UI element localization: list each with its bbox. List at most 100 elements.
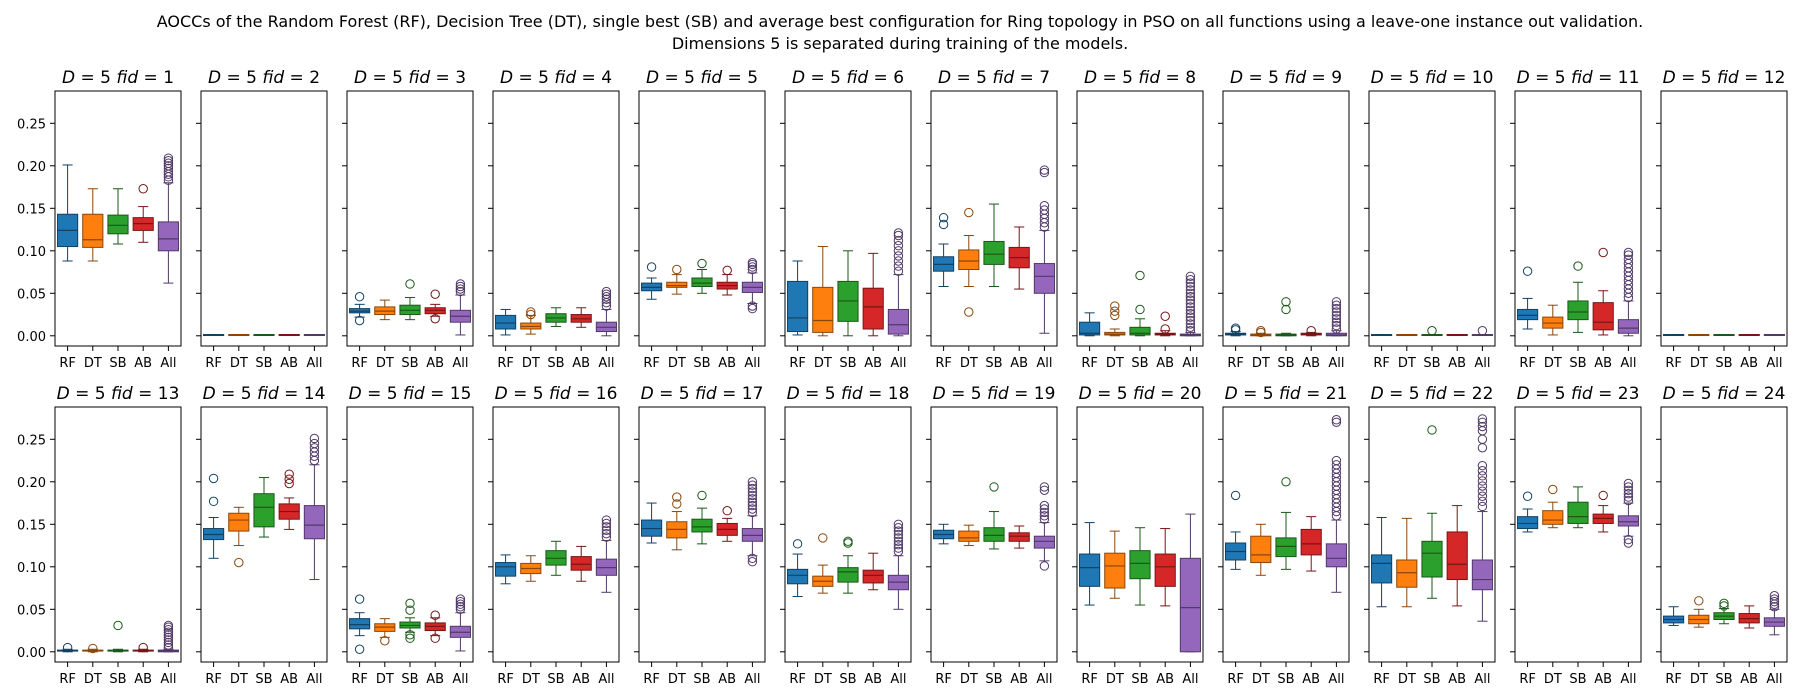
outlier-point — [62, 642, 73, 653]
outlier-point — [354, 315, 365, 326]
panel-frame — [346, 406, 474, 663]
outlier-point — [672, 492, 682, 502]
outlier-point — [747, 477, 758, 487]
box-iqr — [983, 527, 1005, 542]
x-tick-label: RF — [1373, 672, 1390, 687]
outlier-point — [405, 279, 415, 289]
box-AB — [424, 289, 446, 324]
outlier-point — [354, 292, 365, 302]
outlier-point — [893, 526, 904, 536]
x-tick-label: RF — [1373, 356, 1390, 371]
box-RF — [641, 502, 663, 544]
outlier-point — [1039, 485, 1050, 495]
outlier-point — [405, 633, 415, 643]
box-iqr — [1592, 302, 1614, 331]
outlier-point — [1185, 305, 1196, 315]
panel-fid-11: D = 5 fid = 11 RF DT SB AB All — [1510, 68, 1642, 371]
box-RF — [349, 292, 371, 326]
panel-title: D = 5 fid = 22 — [1371, 384, 1494, 404]
panel-frame — [930, 90, 1058, 347]
box-iqr — [1104, 552, 1126, 589]
panel-title-d: D — [1230, 68, 1243, 88]
box-RF — [1517, 266, 1539, 330]
x-tick-label: AB — [426, 356, 444, 371]
y-tick-label: 0.05 — [17, 287, 46, 302]
outlier-point — [1331, 303, 1342, 314]
outlier-point — [1598, 247, 1608, 258]
panel-title-d: D — [1371, 68, 1384, 88]
box-AB — [1300, 516, 1322, 572]
x-tick-label: AB — [1010, 672, 1028, 687]
panel-title-dval: = 5 — [216, 384, 257, 404]
outlier-point — [893, 546, 904, 557]
panel-title-fidval: = 24 — [1739, 384, 1786, 404]
box-SB — [691, 490, 713, 545]
outlier-point — [672, 499, 682, 509]
outlier-point — [1548, 484, 1558, 495]
x-tick-label: RF — [643, 672, 660, 687]
panel-fid-4: D = 5 fid = 4 RF DT SB AB All — [488, 68, 620, 371]
panel-title-dval: = 5 — [800, 384, 841, 404]
x-tick-label: DT — [376, 356, 394, 371]
box-iqr — [349, 618, 371, 630]
panel-title-fid: fid — [987, 384, 1009, 404]
panel-title-dval: = 5 — [1530, 384, 1571, 404]
panel-title-dval: = 5 — [946, 384, 987, 404]
x-tick-label: RF — [497, 356, 514, 371]
x-tick-label: SB — [401, 672, 418, 687]
outlier-point — [747, 264, 758, 275]
outlier-point — [601, 292, 612, 302]
outlier-point — [1477, 421, 1488, 432]
x-tick-label: SB — [1131, 672, 1148, 687]
panel-title-fidval: = 16 — [571, 384, 618, 404]
x-tick-label: DT — [1544, 356, 1562, 371]
outlier-point — [1623, 495, 1634, 506]
x-tick-label: DT — [960, 672, 978, 687]
outlier-point — [1623, 247, 1634, 258]
panel-title-dval: = 5 — [1384, 68, 1425, 88]
x-tick-label: DT — [230, 672, 248, 687]
x-tick-label: AB — [1448, 672, 1466, 687]
box-iqr — [1567, 501, 1589, 524]
panel-title-d: D — [208, 68, 221, 88]
panel-title-fid: fid — [1717, 68, 1739, 88]
x-tick-label: SB — [1277, 672, 1294, 687]
x-tick-label: DT — [960, 356, 978, 371]
outlier-point — [163, 156, 174, 166]
box-SB — [399, 598, 421, 643]
panel-fid-18: D = 5 fid = 18 RF DT SB AB All — [780, 384, 912, 687]
x-tick-label: RF — [59, 356, 76, 371]
x-tick-label: RF — [351, 672, 368, 687]
box-iqr — [887, 308, 909, 335]
outlier-point — [601, 525, 612, 535]
outlier-point — [1477, 481, 1488, 491]
panel-fid-8: D = 5 fid = 8 RF DT SB AB All — [1072, 68, 1204, 371]
outlier-point — [1719, 598, 1729, 609]
panel-title-fidval: = 21 — [1301, 384, 1348, 404]
panel-title-fid: fid — [257, 384, 279, 404]
box-RF — [203, 473, 225, 559]
box-iqr — [837, 567, 859, 583]
panel-title-d: D — [792, 68, 805, 88]
box-RF — [641, 262, 663, 300]
box-iqr — [157, 221, 179, 252]
outlier-point — [1522, 266, 1533, 276]
box-All — [1033, 165, 1055, 334]
outlier-point — [455, 279, 466, 289]
box-iqr — [228, 512, 250, 532]
y-tick-label: 0.20 — [17, 160, 46, 175]
outlier-point — [455, 281, 466, 292]
outlier-point — [1039, 165, 1050, 175]
panel-title: D = 5 fid = 20 — [1079, 384, 1202, 404]
box-RF — [1663, 334, 1685, 337]
box-DT — [1104, 301, 1126, 337]
panel-title-dval: = 5 — [508, 384, 549, 404]
y-tick-label: 0.00 — [17, 646, 46, 661]
outlier-point — [1185, 275, 1196, 285]
x-tick-label: DT — [814, 356, 832, 371]
outlier-point — [893, 536, 904, 546]
box-All — [1179, 271, 1201, 337]
box-iqr — [495, 314, 517, 330]
box-RF — [1517, 491, 1539, 533]
outlier-point — [893, 251, 904, 261]
